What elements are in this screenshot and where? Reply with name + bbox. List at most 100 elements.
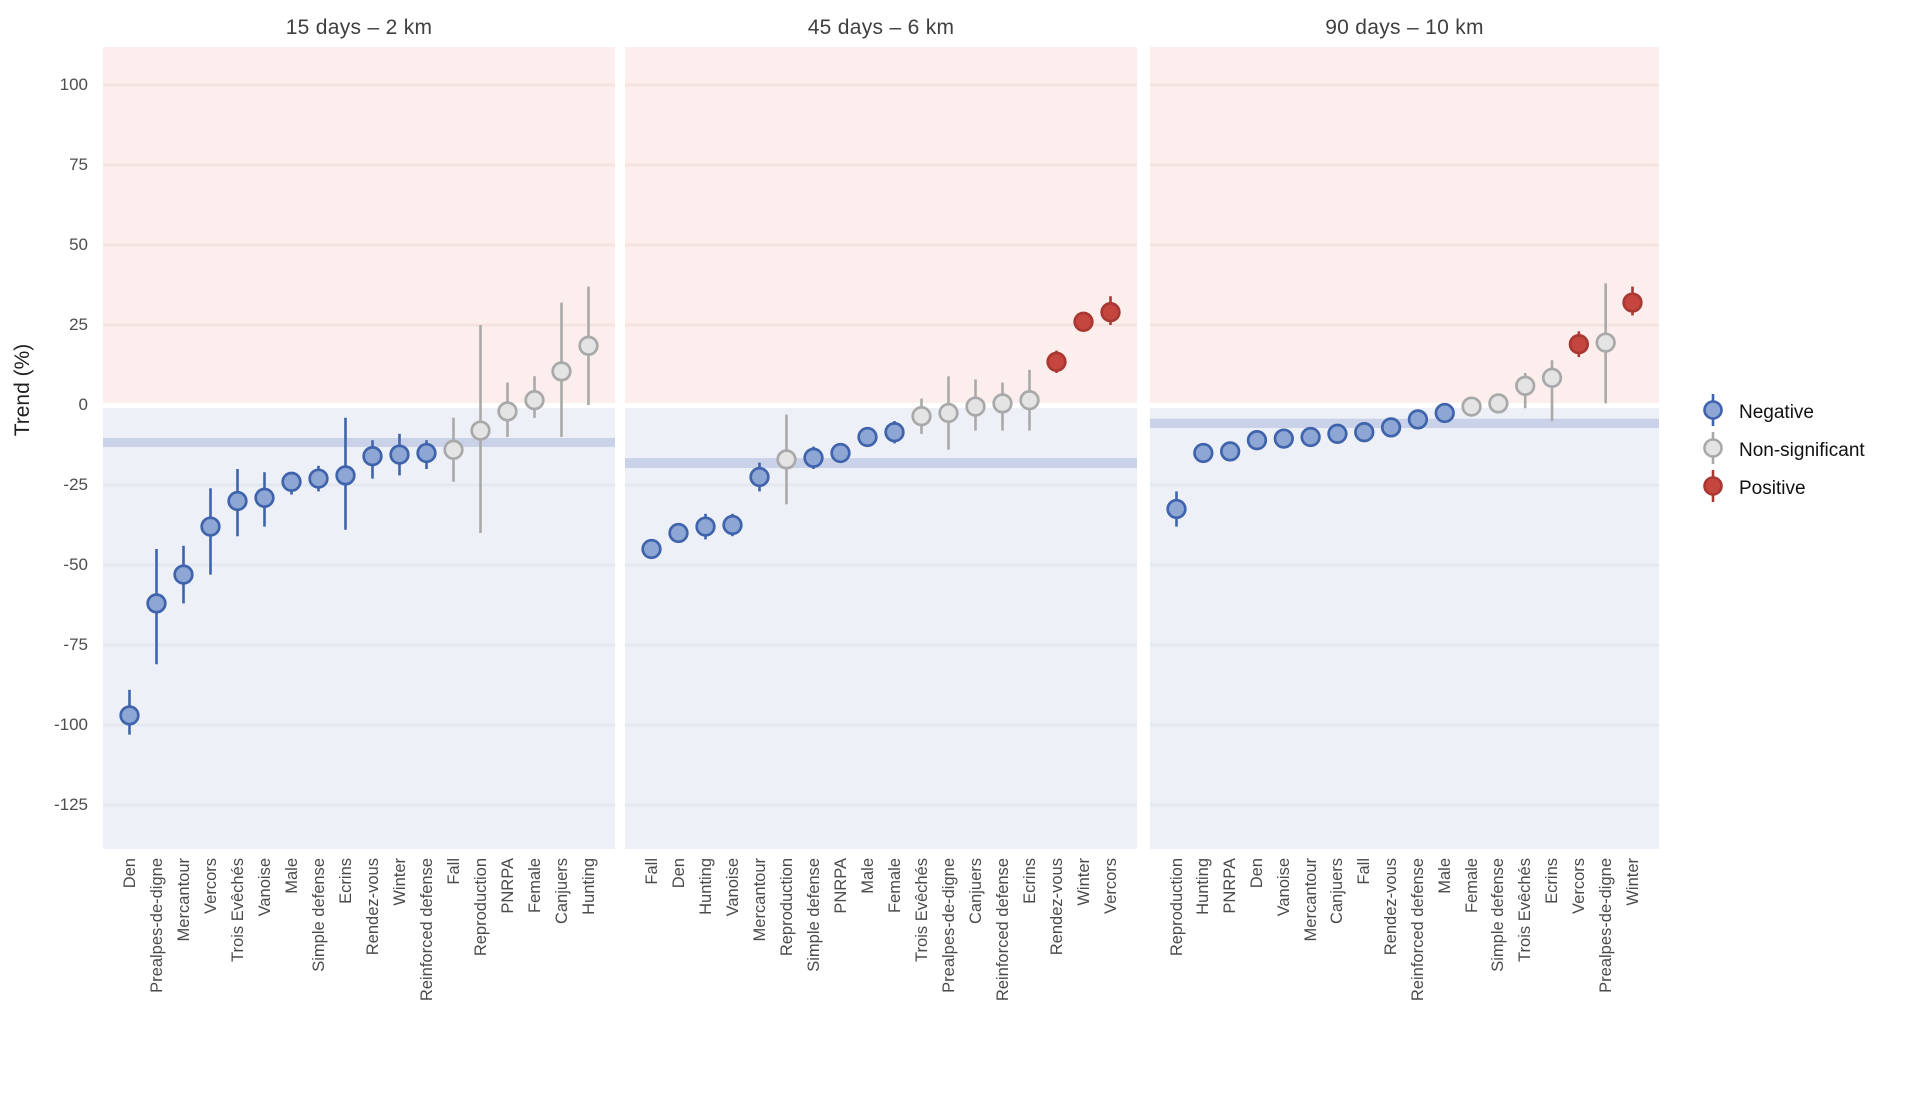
x-tick-label: Winter bbox=[1074, 858, 1093, 906]
panel-title-90-days-10-km: 90 days – 10 km bbox=[1325, 16, 1484, 39]
x-tick-label: Vanoise bbox=[1274, 858, 1293, 917]
x-tick-label: Den bbox=[1247, 858, 1266, 889]
panel-title-45-days-6-km: 45 days – 6 km bbox=[807, 16, 955, 39]
data-point bbox=[1300, 426, 1321, 448]
positive-region bbox=[625, 47, 1137, 403]
x-tick-label: PNRPA bbox=[831, 858, 850, 914]
data-point bbox=[308, 468, 329, 489]
negative-point-icon bbox=[1700, 391, 1726, 434]
x-tick-label: Winter bbox=[390, 858, 409, 906]
data-point bbox=[1219, 441, 1241, 462]
x-tick-label: Simple defense bbox=[309, 858, 328, 972]
y-tick-label: -75 bbox=[63, 635, 88, 654]
x-tick-label: Reproduction bbox=[777, 858, 796, 957]
positive-region bbox=[103, 47, 615, 403]
data-point bbox=[641, 538, 662, 560]
data-point bbox=[389, 444, 410, 465]
x-tick-label: PNRPA bbox=[1221, 858, 1240, 914]
reference-band bbox=[103, 437, 615, 447]
data-point bbox=[497, 401, 518, 422]
x-tick-label: Ecrins bbox=[1020, 858, 1039, 904]
positive-marker-icon bbox=[1703, 470, 1723, 502]
y-tick-label: -25 bbox=[63, 475, 88, 494]
x-tick-label: Ecrins bbox=[336, 858, 355, 904]
data-point bbox=[1622, 292, 1643, 313]
x-tick-label: Reinforced defense bbox=[1408, 858, 1427, 1002]
data-point bbox=[443, 439, 464, 460]
data-point bbox=[578, 335, 599, 356]
data-point bbox=[749, 466, 770, 488]
data-point bbox=[1073, 311, 1094, 332]
data-point bbox=[281, 471, 302, 492]
x-tick-label: Reproduction bbox=[471, 858, 490, 957]
data-point bbox=[1273, 428, 1294, 449]
data-point bbox=[1407, 409, 1429, 430]
data-point bbox=[776, 449, 797, 470]
legend-item-negative: Negative bbox=[1700, 394, 1865, 426]
panel-plot bbox=[625, 47, 1137, 849]
legend: Negative Non-significant Positive bbox=[1700, 394, 1865, 502]
x-tick-label: Simple defense bbox=[1489, 858, 1508, 972]
x-tick-label: Mercantour bbox=[1301, 858, 1320, 942]
data-point bbox=[695, 516, 716, 537]
data-point bbox=[524, 390, 545, 411]
data-point bbox=[1327, 423, 1348, 444]
x-tick-label: Rendez-vous bbox=[1382, 858, 1401, 956]
panel-title-15-days-2-km: 15 days – 2 km bbox=[285, 16, 433, 39]
data-point bbox=[1246, 430, 1268, 451]
data-point bbox=[830, 442, 851, 464]
data-point bbox=[335, 465, 356, 486]
data-point bbox=[1019, 390, 1040, 411]
x-tick-label: Hunting bbox=[696, 858, 715, 915]
negative-region bbox=[103, 408, 615, 849]
x-tick-label: Trois Evêchés bbox=[1516, 858, 1535, 962]
x-tick-label: Fall bbox=[642, 858, 661, 885]
x-tick-label: Vanoise bbox=[723, 858, 742, 917]
reference-band bbox=[625, 458, 1137, 469]
data-point bbox=[1434, 402, 1455, 424]
x-tick-label: Female bbox=[885, 858, 904, 914]
data-point bbox=[857, 426, 878, 448]
x-tick-label: Female bbox=[1462, 858, 1481, 914]
x-tick-label: Fall bbox=[444, 858, 463, 885]
x-tick-label: Fall bbox=[1355, 858, 1374, 885]
data-point bbox=[911, 406, 932, 427]
legend-label-negative: Negative bbox=[1739, 401, 1814, 423]
data-point bbox=[1568, 334, 1590, 355]
data-point bbox=[173, 564, 194, 585]
legend-item-non-significant: Non-significant bbox=[1700, 432, 1865, 464]
x-tick-label: Male bbox=[282, 858, 301, 894]
data-point bbox=[146, 593, 167, 614]
x-tick-label: Prealpes-de-digne bbox=[147, 858, 166, 993]
non-significant-point-icon bbox=[1700, 429, 1726, 472]
x-tick-label: Canjuers bbox=[1328, 858, 1347, 925]
x-tick-label: Winter bbox=[1623, 858, 1642, 906]
data-point bbox=[1380, 417, 1402, 438]
data-point bbox=[1354, 422, 1375, 443]
x-tick-label: Reproduction bbox=[1167, 858, 1186, 957]
negative-marker-icon bbox=[1703, 394, 1723, 426]
x-tick-label: Den bbox=[120, 858, 139, 889]
x-tick-label: Female bbox=[525, 858, 544, 914]
panel-plot bbox=[103, 47, 615, 849]
data-point bbox=[227, 490, 248, 512]
data-point bbox=[1515, 375, 1536, 396]
non-significant-marker-icon bbox=[1703, 432, 1723, 464]
x-tick-label: Vercors bbox=[201, 858, 220, 914]
x-tick-label: Reinforced defense bbox=[993, 858, 1012, 1002]
x-tick-label: Hunting bbox=[579, 858, 598, 915]
y-tick-label: 0 bbox=[78, 395, 88, 414]
data-point bbox=[1100, 302, 1121, 323]
data-point bbox=[1488, 393, 1509, 414]
y-axis-title: Trend (%) bbox=[11, 343, 34, 437]
negative-region bbox=[1150, 408, 1659, 849]
legend-point bbox=[1703, 400, 1723, 420]
data-point bbox=[668, 522, 689, 544]
y-tick-label: 50 bbox=[69, 235, 88, 254]
x-tick-label: Den bbox=[669, 858, 688, 889]
x-tick-label: Mercantour bbox=[750, 858, 769, 942]
negative-region bbox=[625, 408, 1137, 849]
x-tick-label: Rendez-vous bbox=[1047, 858, 1066, 956]
x-tick-label: Canjuers bbox=[966, 858, 985, 925]
